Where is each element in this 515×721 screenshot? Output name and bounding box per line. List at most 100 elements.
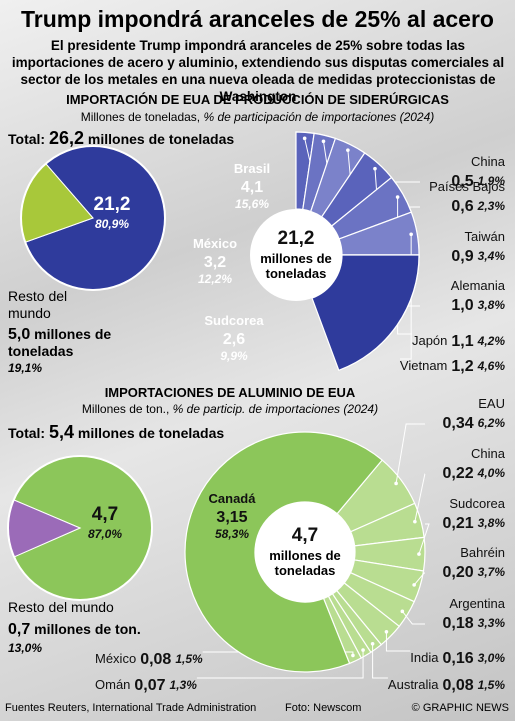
value-label: 0,21 <box>443 515 474 532</box>
value-label: 1,2 <box>451 358 473 375</box>
label: Sudcorea <box>449 496 505 511</box>
share-label: 3,3% <box>478 616 506 630</box>
center-unit: millones de toneladas <box>269 548 341 578</box>
category-label: China <box>471 154 506 169</box>
value-label: 4,7 <box>92 504 118 525</box>
leader-dot <box>373 166 377 171</box>
section-title: IMPORTACIONES DE ALUMINIO DE EUA <box>104 385 356 400</box>
category-label: Taiwán <box>465 229 505 244</box>
category-label: Países Bajos <box>429 179 505 194</box>
category-label: Brasil <box>234 161 270 176</box>
share-label: 3,7% <box>478 565 506 579</box>
credit: © GRAPHIC NEWS <box>411 702 509 714</box>
leader-dot <box>400 609 405 614</box>
leader-dot <box>302 136 307 141</box>
center-value: 4,7 <box>292 525 318 546</box>
total: Total: 26,2 millones de toneladas <box>8 128 234 149</box>
label: 0,22 4,0% <box>443 465 506 482</box>
share-label: 80,9% <box>95 217 129 231</box>
leader-line <box>196 650 364 679</box>
share-label: 6,2% <box>478 416 506 430</box>
value-label: 0,22 <box>443 465 474 482</box>
label: 80,9% <box>95 217 129 231</box>
label: 0,20 3,7% <box>443 564 506 581</box>
value-label: 3,2 <box>204 254 226 271</box>
label: 0,34 6,2% <box>443 415 506 432</box>
pie-outline <box>7 455 153 601</box>
label: 0,18 3,3% <box>443 615 506 632</box>
share-label: 3,8% <box>478 516 506 530</box>
leader-dot <box>394 481 398 486</box>
share-label: 4,2% <box>477 334 506 348</box>
rest-name: Resto del mundo <box>8 599 114 615</box>
value-label: 0,5 <box>451 173 473 190</box>
total: Total: 5,4 millones de toneladas <box>8 422 224 443</box>
share-label: 1,3% <box>170 678 198 692</box>
leader-dot <box>409 232 413 237</box>
total-label: Total: <box>8 425 46 441</box>
label: 9,9% <box>220 349 248 363</box>
label: 58,3% <box>215 527 249 541</box>
value-label: 0,34 <box>443 415 474 432</box>
share-label: 15,6% <box>235 197 269 211</box>
share-label: 58,3% <box>215 527 249 541</box>
category-label: EAU <box>478 396 505 411</box>
category-label: Japón <box>412 333 447 348</box>
sources: Fuentes Reuters, International Trade Adm… <box>5 702 257 714</box>
label: Japón 1,1 4,2% <box>412 333 505 350</box>
category-label: Bahréin <box>460 545 505 560</box>
category-label: Canadá <box>209 491 257 506</box>
label: México <box>193 236 237 251</box>
label: 1,0 3,8% <box>451 297 505 314</box>
value-label: 0,20 <box>443 564 474 581</box>
value-label: 21,2 <box>94 194 131 215</box>
category-label: China <box>471 446 506 461</box>
value-label: 1,0 <box>451 297 473 314</box>
label: 4,7 <box>92 504 118 525</box>
category-label: Australia <box>388 677 439 692</box>
total-unit: millones de toneladas <box>77 425 225 441</box>
photo-credit: Foto: Newscom <box>285 702 362 714</box>
leader-dot <box>417 552 421 556</box>
category-label: Sudcorea <box>449 496 505 511</box>
share-label: 12,2% <box>198 272 232 286</box>
leader-line <box>385 631 411 652</box>
label: India 0,16 3,0% <box>410 650 505 667</box>
value: 5,0 <box>8 326 31 343</box>
total-unit: millones de toneladas <box>87 131 235 147</box>
share-label: 1,9% <box>478 174 506 188</box>
category-label: Argentina <box>449 596 505 611</box>
subtitle: El presidente Trump impondrá aranceles d… <box>11 38 505 104</box>
leader-line <box>414 473 426 522</box>
share-label: 4,0% <box>477 466 506 480</box>
category-label: Sudcorea <box>204 313 264 328</box>
label: 12,2% <box>198 272 232 286</box>
share-label: 3,4% <box>478 249 506 263</box>
label: China <box>471 446 506 461</box>
value-label: 0,08 <box>140 651 171 668</box>
value-label: 1,1 <box>451 333 473 350</box>
share-label: 87,0% <box>88 527 122 541</box>
label: Vietnam 1,2 4,6% <box>400 358 505 375</box>
title: Trump impondrá aranceles de 25% al acero <box>21 6 494 32</box>
value-label: 0,08 <box>443 677 474 694</box>
leader-dot <box>370 641 375 646</box>
section-subtitle: Millones de ton., % de particip. de impo… <box>0 402 460 416</box>
category-label: Alemania <box>451 278 506 293</box>
leader-dot <box>412 583 416 587</box>
label: 21,2 <box>278 228 315 249</box>
leader-dot <box>395 195 400 199</box>
subtitle-part: Millones de ton., <box>81 402 170 416</box>
label: EAU <box>478 396 505 411</box>
category-label: Omán <box>95 677 130 692</box>
center-unit-box: millones de toneladas <box>269 548 341 578</box>
label: Canadá <box>209 491 257 506</box>
value-label: 2,6 <box>223 331 245 348</box>
leader-line <box>395 423 425 484</box>
value-label: 0,6 <box>451 198 473 215</box>
label: Brasil <box>234 161 270 176</box>
category-label: México <box>95 651 136 666</box>
label: 0,9 3,4% <box>451 248 505 265</box>
unit: millones de ton. <box>34 621 141 637</box>
